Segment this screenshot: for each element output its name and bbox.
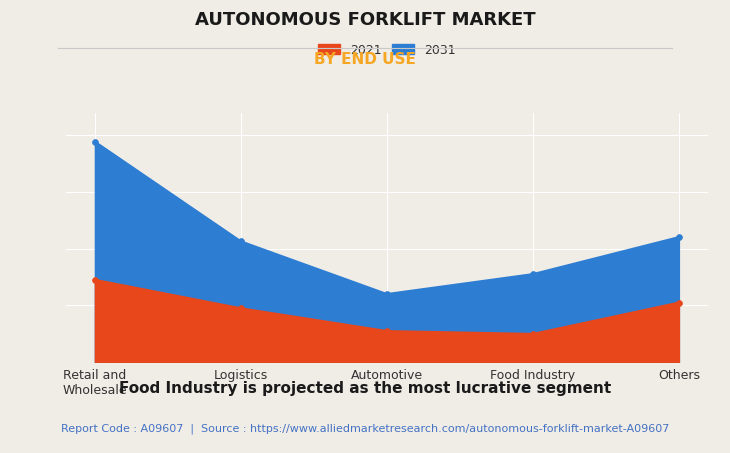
- Point: [527, 330, 539, 337]
- Point: [381, 290, 393, 298]
- Point: [235, 305, 247, 312]
- Text: AUTONOMOUS FORKLIFT MARKET: AUTONOMOUS FORKLIFT MARKET: [195, 11, 535, 29]
- Point: [381, 328, 393, 335]
- Text: Report Code : A09607  |  Source : https://www.alliedmarketresearch.com/autonomou: Report Code : A09607 | Source : https://…: [61, 424, 669, 434]
- Point: [235, 238, 247, 245]
- Point: [673, 233, 685, 241]
- Point: [89, 276, 101, 284]
- Legend: 2021, 2031: 2021, 2031: [314, 40, 460, 60]
- Point: [527, 270, 539, 278]
- Point: [89, 138, 101, 145]
- Point: [673, 299, 685, 306]
- Text: Food Industry is projected as the most lucrative segment: Food Industry is projected as the most l…: [119, 381, 611, 395]
- Text: BY END USE: BY END USE: [314, 52, 416, 67]
